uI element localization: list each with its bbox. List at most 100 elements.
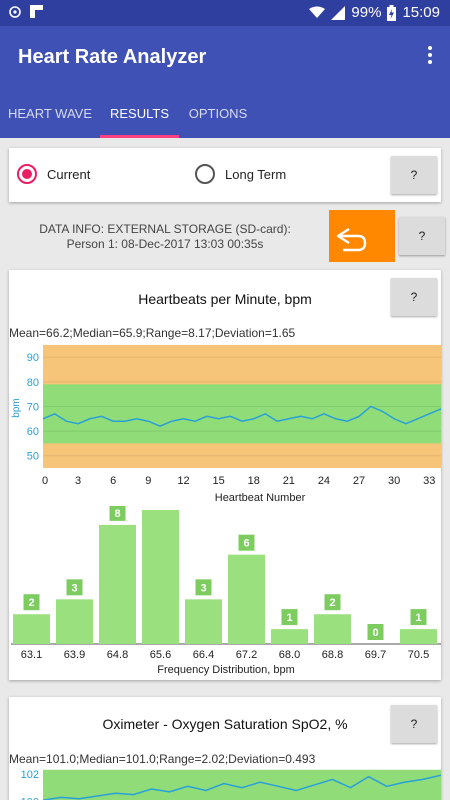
bar-count-label: 0	[372, 627, 378, 639]
radio-checked-icon[interactable]	[17, 164, 37, 184]
x-tick-label: 67.2	[236, 649, 257, 661]
bar-count-label: 6	[243, 538, 249, 550]
bar-count-badge	[367, 624, 384, 640]
x-tick-label: 63.9	[64, 649, 85, 661]
x-tick-label: 33	[423, 475, 435, 487]
histogram-bar	[271, 629, 308, 644]
radio-unchecked-icon[interactable]	[195, 164, 215, 184]
y-tick-label: 102	[21, 769, 39, 781]
battery-icon	[387, 4, 397, 21]
radio-current[interactable]: Current	[17, 164, 90, 184]
histogram-bar	[142, 510, 179, 644]
histogram-bar	[228, 554, 265, 644]
bar-count-label: 1	[415, 612, 421, 624]
x-tick-label: 69.7	[365, 649, 386, 661]
y-tick-label: 80	[27, 377, 39, 389]
x-tick-label: 15	[212, 475, 224, 487]
heartbeat-line-chart: 50 60 70 80 90 bpm 0 3 6 9 12 15 18 21 24 27 30 33 Heartbe…	[11, 344, 441, 504]
flipboard-icon	[30, 5, 43, 18]
oximeter-series-line	[42, 774, 441, 800]
sync-icon	[9, 6, 21, 18]
oximeter-line-chart: 100 102	[21, 769, 441, 800]
x-tick-label: 24	[318, 475, 330, 487]
x-tick-label: 6	[110, 475, 116, 487]
data-info-help-button[interactable]: ?	[399, 217, 445, 255]
x-tick-label: 9	[145, 475, 151, 487]
bar-count-label: 3	[71, 582, 77, 594]
heartbeat-card: Heartbeats per Minute, bpm ? Mean=66.2;M…	[9, 270, 441, 680]
data-info-source: DATA INFO: EXTERNAL STORAGE (SD-card):	[39, 222, 291, 236]
bar-count-badge	[23, 594, 40, 611]
x-tick-label: 0	[42, 475, 48, 487]
histogram-bar	[13, 614, 50, 644]
y-tick-label: 90	[27, 352, 39, 364]
histogram-bar	[400, 629, 437, 644]
data-info-person: Person 1: 08-Dec-2017 13:03 00:35s	[66, 237, 264, 251]
heartbeat-stats: Mean=66.2;Median=65.9;Range=8.17;Deviati…	[9, 326, 296, 340]
x-axis-label: Frequency Distribution, bpm	[157, 664, 295, 676]
mode-help-button[interactable]: ?	[391, 156, 437, 194]
clock: 15:09	[402, 4, 440, 21]
wifi-icon	[309, 6, 326, 18]
x-tick-label: 3	[75, 475, 81, 487]
x-axis-label: Heartbeat Number	[215, 492, 306, 504]
bar-count-badge	[109, 506, 126, 521]
undo-icon	[336, 227, 367, 252]
tab-heart-wave[interactable]: HEART WAVE	[7, 106, 93, 121]
histogram-bar	[99, 524, 136, 644]
status-bar: 99% 15:09	[0, 0, 450, 26]
x-tick-label: 12	[177, 475, 189, 487]
y-tick-label: 100	[21, 796, 39, 800]
tab-options[interactable]: OPTIONS	[188, 106, 248, 121]
signal-icon	[331, 5, 346, 20]
x-tick-label: 27	[353, 475, 365, 487]
bar-count-label: 2	[28, 597, 34, 609]
oximeter-chart-title: Oximeter - Oxygen Saturation SpO2, %	[102, 716, 348, 732]
oximeter-help-button[interactable]: ?	[391, 705, 437, 743]
data-info: DATA INFO: EXTERNAL STORAGE (SD-card): P…	[20, 222, 310, 252]
oximeter-card: Oximeter - Oxygen Saturation SpO2, % ? M…	[9, 697, 441, 800]
oximeter-stats: Mean=101.0;Median=101.0;Range=2.02;Devia…	[9, 752, 316, 766]
bar-count-label: 8	[114, 508, 120, 520]
y-tick-label: 70	[27, 401, 39, 413]
bar-count-label: 3	[200, 582, 206, 594]
y-tick-label: 50	[27, 451, 39, 463]
x-tick-label: 30	[388, 475, 400, 487]
bar-count-label: 1	[286, 612, 292, 624]
heartbeat-series-line	[42, 405, 441, 427]
normal-range-band	[43, 769, 441, 800]
x-tick-label: 64.8	[107, 649, 128, 661]
histogram-bar	[185, 599, 222, 644]
frequency-histogram: 263.1363.9864.8965.6366.4667.2168.0268.8…	[11, 506, 441, 676]
radio-long-term[interactable]: Long Term	[195, 164, 286, 184]
bar-count-badge	[195, 579, 212, 596]
app-title: Heart Rate Analyzer	[18, 46, 207, 68]
x-tick-label: 68.0	[279, 649, 300, 661]
bar-count-badge	[410, 609, 427, 626]
heartbeat-help-button[interactable]: ?	[391, 278, 437, 316]
tab-results[interactable]: RESULTS	[100, 90, 179, 138]
x-tick-label: 68.8	[322, 649, 343, 661]
bar-count-badge	[66, 579, 83, 596]
app-bar: Heart Rate Analyzer	[0, 26, 450, 90]
x-tick-label: 65.6	[150, 649, 171, 661]
mode-card: Current Long Term ?	[9, 148, 441, 202]
heartbeat-chart-title: Heartbeats per Minute, bpm	[138, 291, 312, 307]
radio-current-label: Current	[47, 166, 91, 182]
x-tick-label: 21	[283, 475, 295, 487]
battery-percent: 99%	[351, 4, 382, 21]
overflow-menu-icon[interactable]	[426, 46, 434, 68]
bar-count-badge	[324, 594, 341, 611]
normal-range-band	[43, 384, 441, 444]
x-tick-label: 18	[248, 475, 260, 487]
histogram-bar	[314, 614, 351, 644]
x-tick-label: 66.4	[193, 649, 214, 661]
bar-count-badge	[281, 609, 298, 626]
y-axis-label: bpm	[11, 398, 22, 417]
x-tick-label: 63.1	[21, 649, 42, 661]
radio-long-term-label: Long Term	[225, 166, 287, 182]
bar-count-label: 2	[329, 597, 335, 609]
x-tick-label: 70.5	[408, 649, 429, 661]
undo-button[interactable]	[329, 210, 395, 262]
histogram-bar	[56, 599, 93, 644]
